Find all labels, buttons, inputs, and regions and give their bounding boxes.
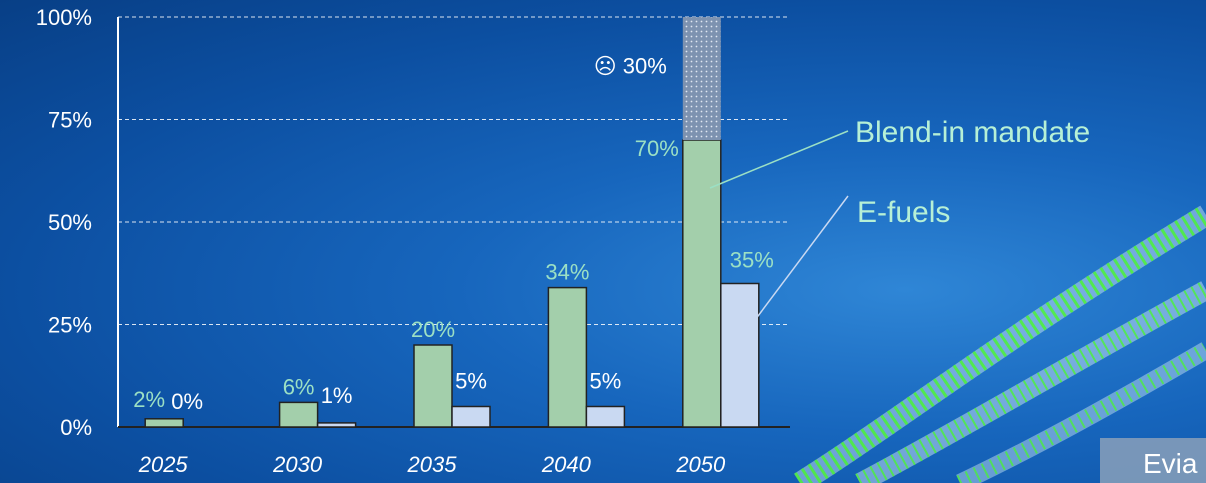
bar-blend-in-mandate <box>413 344 453 428</box>
y-axis-ticks: 0% 25% 50% 75% 100% <box>36 5 92 440</box>
x-tick-label: 2030 <box>272 452 323 477</box>
bar-e-fuels <box>451 405 491 428</box>
y-tick-label: 75% <box>48 108 92 133</box>
bar-e-fuels <box>720 282 760 428</box>
x-axis-ticks: 2025 2030 2035 2040 2050 <box>138 452 726 477</box>
y-tick-label: 100% <box>36 5 92 30</box>
bar-e-fuels <box>316 422 357 428</box>
data-label-blend-in: 6% <box>283 374 315 399</box>
y-tick-label: 25% <box>48 313 92 338</box>
bars: 2% 0% 6% 1% 20% 5% 34% 5% ☹ 30% 70% 35% <box>133 17 774 428</box>
x-tick-label: 2050 <box>675 452 726 477</box>
data-label-e-fuels: 1% <box>321 383 353 408</box>
legend-label-blend-in: Blend-in mandate <box>855 116 1090 149</box>
gridlines <box>118 16 790 325</box>
gap-label: ☹ 30% <box>594 54 667 79</box>
corner-caption-text: Evia <box>1143 448 1198 479</box>
data-label-blend-in: 70% <box>635 136 679 161</box>
data-label-blend-in: 20% <box>411 317 455 342</box>
bar-blend-in-mandate <box>144 418 184 428</box>
data-label-blend-in: 2% <box>133 387 165 412</box>
legend-leader-blend-in <box>709 130 849 189</box>
bar-gap-hatched <box>682 17 721 140</box>
x-tick-label: 2035 <box>407 452 458 477</box>
contrail-decoration <box>794 205 1206 483</box>
legend-leader-e-fuels <box>754 195 849 321</box>
data-label-e-fuels: 0% <box>171 389 203 414</box>
bar-blend-in-mandate <box>547 286 588 428</box>
y-tick-label: 0% <box>60 415 92 440</box>
x-tick-label: 2040 <box>541 452 592 477</box>
corner-caption-box <box>1100 438 1206 483</box>
y-tick-label: 50% <box>48 210 92 235</box>
data-label-e-fuels: 5% <box>455 369 487 394</box>
x-tick-label: 2025 <box>138 452 189 477</box>
bar-blend-in-mandate <box>278 401 319 428</box>
bar-e-fuels <box>585 405 626 428</box>
data-label-e-fuels: 5% <box>590 369 622 394</box>
legend: Blend-in mandate E-fuels <box>709 116 1090 321</box>
legend-label-e-fuels: E-fuels <box>857 196 950 229</box>
data-label-blend-in: 34% <box>545 260 589 285</box>
bar-blend-in-mandate <box>682 139 722 428</box>
data-label-e-fuels: 35% <box>730 248 774 273</box>
